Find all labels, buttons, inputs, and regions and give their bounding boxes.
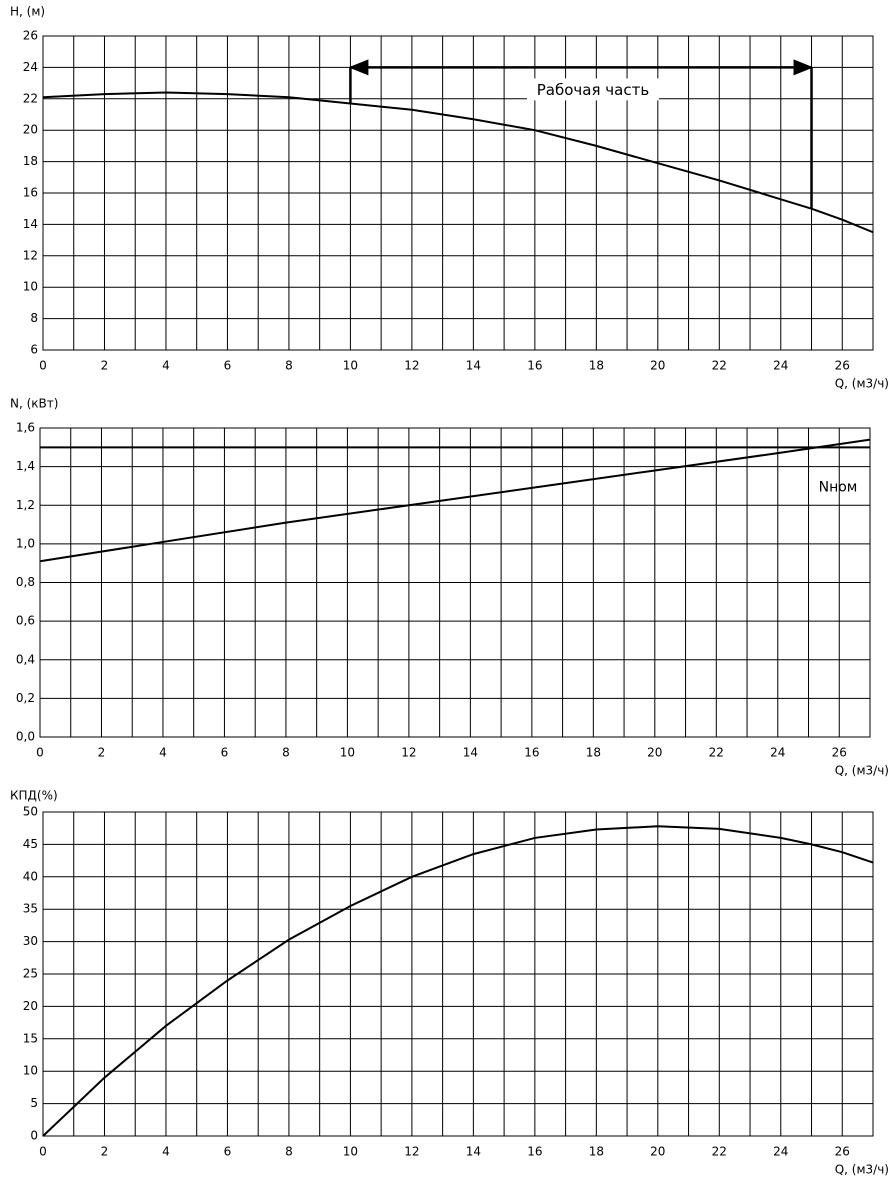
x-tick-label: 18	[586, 746, 601, 760]
annotation-bg	[526, 78, 659, 101]
y-tick-label: 1,0	[16, 536, 35, 550]
x-tick-label: 18	[589, 359, 604, 373]
x-tick-label: 14	[466, 1145, 481, 1159]
x-tick-label: 26	[835, 359, 850, 373]
x-tick-label: 20	[647, 746, 662, 760]
x-tick-label: 2	[98, 746, 106, 760]
y-tick-label: 1,2	[16, 498, 35, 512]
x-tick-label: 6	[224, 359, 232, 373]
y-tick-label: 20	[23, 123, 38, 137]
x-tick-label: 16	[527, 359, 542, 373]
reference-label: Nном	[819, 479, 858, 495]
x-tick-label: 12	[404, 359, 419, 373]
x-tick-label: 26	[835, 1145, 850, 1159]
y-tick-label: 1,6	[16, 421, 35, 435]
x-tick-label: 12	[404, 1145, 419, 1159]
plot-border	[42, 811, 874, 1137]
y-tick-label: 0,8	[16, 575, 35, 589]
y-tick-label: 0,6	[16, 614, 35, 628]
x-tick-label: 26	[832, 746, 847, 760]
x-axis-label: Q, (м3/ч)	[835, 764, 889, 778]
line	[42, 91, 874, 234]
x-tick-label: 14	[466, 359, 481, 373]
x-tick-label: 4	[162, 1145, 170, 1159]
x-tick-label: 16	[524, 746, 539, 760]
x-tick-label: 8	[285, 1145, 293, 1159]
x-tick-label: 24	[773, 359, 788, 373]
x-tick-label: 18	[589, 1145, 604, 1159]
x-tick-label: 4	[159, 746, 167, 760]
y-tick-label: 10	[23, 280, 38, 294]
x-tick-label: 22	[712, 359, 727, 373]
x-tick-label: 6	[221, 746, 229, 760]
y-axis-label: N, (кВт)	[10, 397, 58, 411]
y-tick-label: 26	[23, 29, 38, 43]
y-tick-label: 40	[23, 869, 38, 883]
y-tick-label: 25	[23, 967, 38, 981]
y-tick-label: 14	[23, 217, 38, 231]
y-axis-label: КПД(%)	[10, 789, 58, 803]
y-tick-label: 6	[30, 343, 38, 357]
y-tick-label: 50	[23, 805, 38, 819]
x-tick-label: 20	[650, 359, 665, 373]
y-tick-label: 0,2	[16, 691, 35, 705]
x-axis-label: Q, (м3/ч)	[835, 377, 889, 391]
y-tick-label: 16	[23, 186, 38, 200]
plot-border	[42, 35, 874, 351]
x-tick-label: 2	[101, 359, 109, 373]
y-tick-label: 8	[30, 311, 38, 325]
y-tick-label: 22	[23, 91, 38, 105]
x-tick-label: 10	[343, 1145, 358, 1159]
y-tick-label: 35	[23, 902, 38, 916]
y-tick-label: 12	[23, 248, 38, 262]
annotation: Рабочая часть	[537, 81, 649, 99]
y-tick-label: 24	[23, 60, 38, 74]
x-tick-label: 12	[401, 746, 416, 760]
x-tick-label: 0	[39, 359, 47, 373]
x-tick-label: 24	[773, 1145, 788, 1159]
x-tick-label: 22	[712, 1145, 727, 1159]
x-tick-label: 16	[527, 1145, 542, 1159]
x-tick-label: 2	[101, 1145, 109, 1159]
y-tick-label: 0,0	[16, 730, 35, 744]
x-tick-label: 22	[709, 746, 724, 760]
x-tick-label: 6	[224, 1145, 232, 1159]
x-tick-label: 14	[463, 746, 478, 760]
y-tick-label: 15	[23, 1031, 38, 1045]
line	[39, 438, 871, 563]
y-tick-label: 20	[23, 999, 38, 1013]
y-axis-label: H, (м)	[10, 5, 45, 19]
x-tick-label: 8	[282, 746, 290, 760]
x-tick-label: 4	[162, 359, 170, 373]
x-tick-label: 10	[340, 746, 355, 760]
x-tick-label: 0	[39, 1145, 47, 1159]
x-tick-label: 0	[36, 746, 44, 760]
x-tick-label: 8	[285, 359, 293, 373]
y-tick-label: 30	[23, 934, 38, 948]
y-tick-label: 10	[23, 1064, 38, 1078]
x-axis-label: Q, (м3/ч)	[835, 1163, 889, 1177]
y-tick-label: 1,4	[16, 459, 35, 473]
x-tick-label: 10	[343, 359, 358, 373]
x-tick-label: 24	[770, 746, 785, 760]
x-tick-label: 20	[650, 1145, 665, 1159]
y-tick-label: 5	[30, 1096, 38, 1110]
line	[42, 825, 874, 1137]
y-tick-label: 18	[23, 154, 38, 168]
y-tick-label: 45	[23, 837, 38, 851]
y-tick-label: 0,4	[16, 652, 35, 666]
y-tick-label: 0	[30, 1129, 38, 1143]
plot-border	[39, 427, 871, 738]
